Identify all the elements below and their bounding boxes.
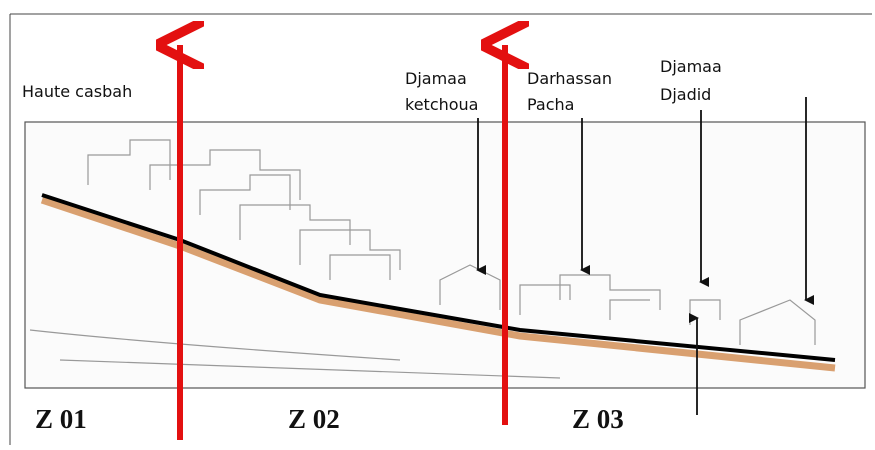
red-arrows [180, 45, 505, 440]
label: Djamaa [405, 69, 467, 88]
label: Pacha [527, 95, 574, 114]
label: Darhassan [527, 69, 612, 88]
ground-layer [40, 196, 836, 372]
label: Djamaa [660, 57, 722, 76]
label: Djadid [660, 85, 711, 104]
sketch-buildings [29, 139, 816, 379]
pointer-arrows [476, 97, 814, 415]
zone-label: Z 02 [288, 404, 340, 434]
label: ketchoua [405, 95, 478, 114]
label: Haute casbah [22, 82, 132, 101]
terrain-profile [41, 193, 836, 362]
section-box [24, 121, 866, 389]
zone-label: Z 01 [35, 404, 87, 434]
zone-label: Z 03 [572, 404, 624, 434]
